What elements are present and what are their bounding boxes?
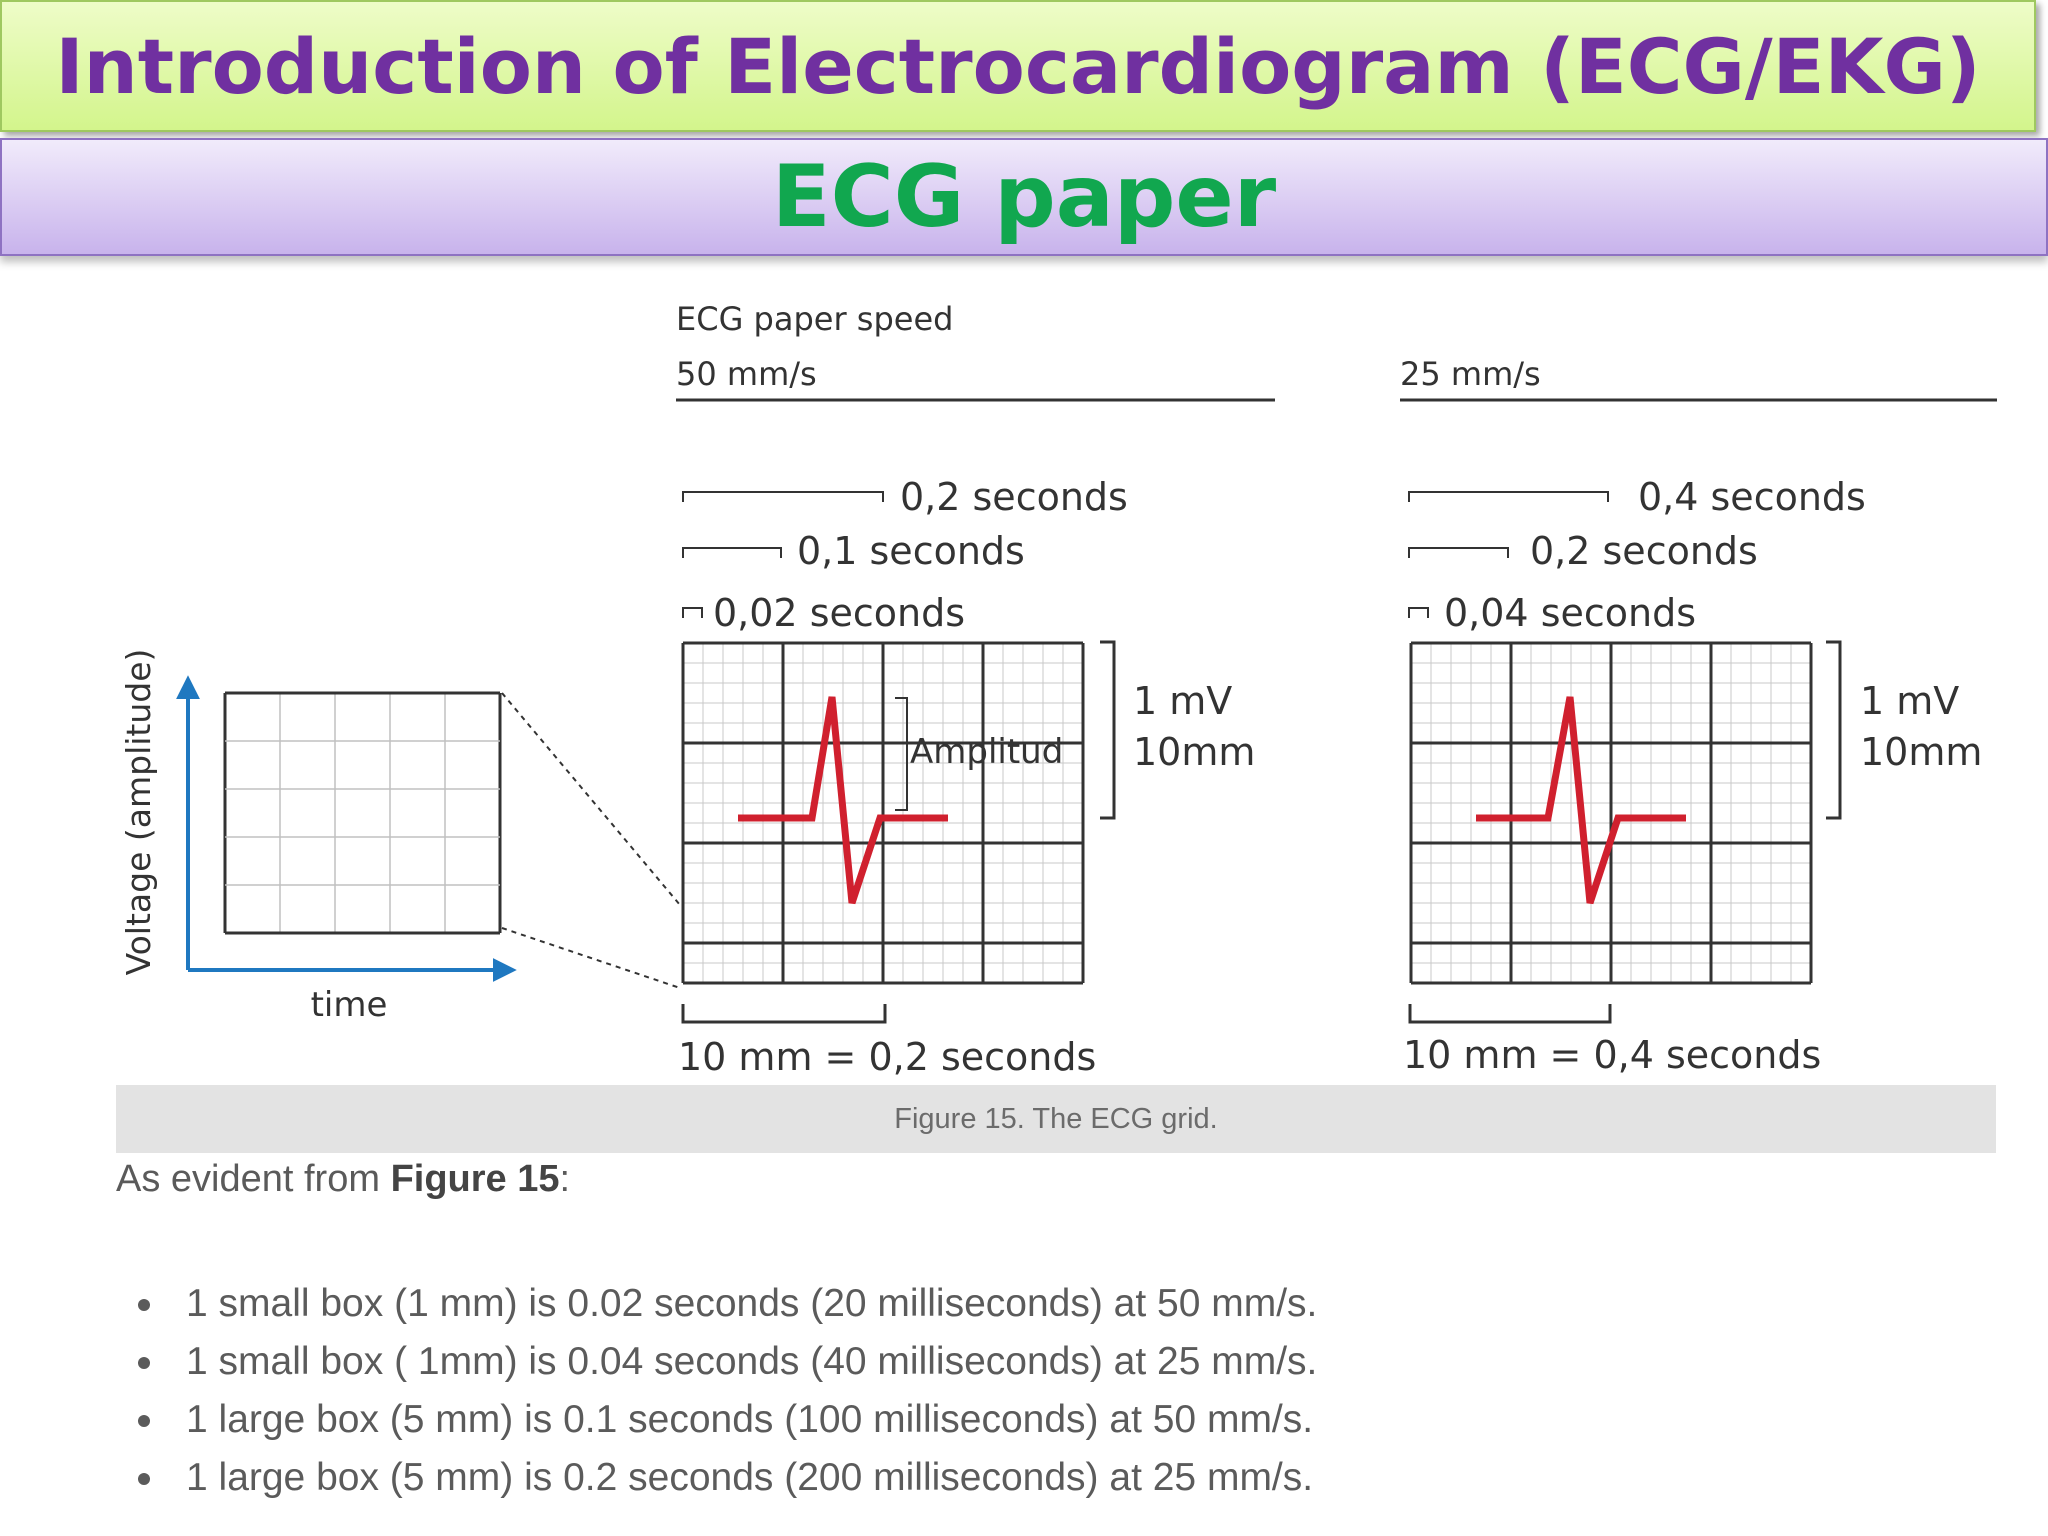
zoom-line-bottom: [501, 927, 681, 989]
right-bottom-scale: 10 mm = 0,4 seconds: [1403, 1033, 1821, 1077]
slide-subtitle: ECG paper: [771, 147, 1277, 247]
intro-prefix: As evident from: [116, 1158, 391, 1200]
slide-title: Introduction of Electrocardiogram (ECG/E…: [55, 21, 1981, 111]
subtitle-banner: ECG paper: [0, 138, 2048, 256]
ecg-trace-right: [1476, 696, 1686, 905]
left-voltage-bracket: [1100, 640, 1116, 820]
list-item: 1 small box (1 mm) is 0.02 seconds (20 m…: [116, 1275, 1317, 1333]
figure-caption: Figure 15. The ECG grid.: [894, 1102, 1218, 1135]
left-voltage-label: 1 mV: [1133, 679, 1232, 723]
ecg-grid-right: [1409, 641, 1813, 985]
speed-heading: ECG paper speed: [676, 300, 953, 338]
ecg-grid-figure: ECG paper speed 50 mm/s 25 mm/s 0,2 seco…: [119, 300, 1997, 1079]
left-height-label: 10mm: [1133, 730, 1255, 774]
right-bottom-bracket: [1408, 1004, 1612, 1024]
right-scale-medium: 0,2 seconds: [1530, 529, 1758, 573]
right-scale-small: 0,04 seconds: [1444, 591, 1696, 635]
axes-diagram: Voltage (amplitude) time: [119, 649, 681, 1025]
figure-caption-bar: Figure 15. The ECG grid.: [116, 1085, 1996, 1153]
right-scale-bars: [1408, 491, 1609, 618]
intro-text: As evident from Figure 15:: [116, 1158, 570, 1201]
intro-figure-ref: Figure 15: [390, 1158, 560, 1200]
ecg-grid-left: [681, 641, 1085, 985]
title-banner: Introduction of Electrocardiogram (ECG/E…: [0, 0, 2036, 132]
list-item: 1 small box ( 1mm) is 0.04 seconds (40 m…: [116, 1333, 1317, 1391]
left-speed-label: 50 mm/s: [676, 355, 817, 393]
small-grid: [223, 691, 502, 935]
intro-suffix: :: [559, 1158, 571, 1200]
list-item: 1 large box (5 mm) is 0.2 seconds (200 m…: [116, 1449, 1317, 1507]
y-axis-label: Voltage (amplitude): [119, 649, 158, 976]
list-item: 1 large box (5 mm) is 0.1 seconds (100 m…: [116, 1391, 1317, 1449]
amplitude-bracket: [895, 697, 908, 811]
left-bottom-bracket: [681, 1004, 887, 1024]
zoom-line-top: [501, 692, 681, 906]
ecg-trace-left: [738, 696, 948, 905]
x-axis-label: time: [311, 985, 388, 1025]
left-scale-small: 0,02 seconds: [713, 591, 965, 635]
right-speed-label: 25 mm/s: [1400, 355, 1541, 393]
left-scale-bars: [682, 491, 884, 618]
right-scale-large: 0,4 seconds: [1638, 475, 1866, 519]
left-bottom-scale: 10 mm = 0,2 seconds: [678, 1035, 1096, 1079]
right-height-label: 10mm: [1860, 730, 1982, 774]
right-voltage-bracket: [1826, 640, 1842, 820]
left-scale-medium: 0,1 seconds: [797, 529, 1025, 573]
bullet-list: 1 small box (1 mm) is 0.02 seconds (20 m…: [116, 1275, 1317, 1507]
left-scale-large: 0,2 seconds: [900, 475, 1128, 519]
right-voltage-label: 1 mV: [1860, 679, 1959, 723]
amplitude-label: Amplitud: [910, 732, 1063, 772]
